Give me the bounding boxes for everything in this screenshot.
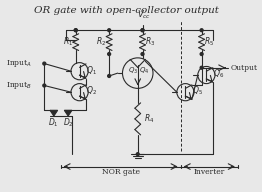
Circle shape: [108, 53, 111, 55]
Text: $Q_5$: $Q_5$: [192, 85, 203, 98]
Circle shape: [200, 66, 203, 69]
Text: Inverter: Inverter: [194, 168, 225, 176]
Text: $D_1$: $D_1$: [48, 117, 59, 129]
Text: $Q_4$: $Q_4$: [139, 66, 150, 76]
Text: $V_{cc}$: $V_{cc}$: [137, 8, 151, 21]
Text: Input$_A$: Input$_A$: [6, 58, 32, 69]
Text: $Q_1$: $Q_1$: [86, 64, 97, 76]
Text: OR gate with open-collector output: OR gate with open-collector output: [34, 6, 219, 15]
Text: $R_2$: $R_2$: [96, 36, 107, 48]
Circle shape: [200, 53, 203, 55]
Circle shape: [74, 29, 77, 32]
Text: $R_5$: $R_5$: [204, 36, 214, 48]
Text: Input$_B$: Input$_B$: [6, 80, 32, 91]
Text: $R_1$: $R_1$: [63, 36, 73, 48]
Polygon shape: [64, 110, 72, 116]
Circle shape: [74, 29, 77, 32]
Circle shape: [200, 29, 203, 32]
Text: NOR gate: NOR gate: [102, 168, 140, 176]
Circle shape: [141, 29, 144, 32]
Circle shape: [43, 62, 46, 65]
Circle shape: [108, 29, 111, 32]
Text: $Q_3$: $Q_3$: [128, 66, 138, 76]
Circle shape: [141, 53, 144, 55]
Text: $R_3$: $R_3$: [145, 36, 155, 48]
Circle shape: [43, 84, 46, 87]
Circle shape: [136, 153, 139, 156]
Text: $Q_2$: $Q_2$: [86, 85, 97, 98]
Polygon shape: [50, 110, 58, 116]
Text: Output: Output: [230, 64, 257, 72]
Text: $Q_6$: $Q_6$: [213, 68, 224, 80]
Circle shape: [141, 29, 144, 32]
Text: $D_2$: $D_2$: [63, 117, 74, 129]
Text: $R_4$: $R_4$: [144, 113, 155, 125]
Circle shape: [108, 74, 111, 77]
